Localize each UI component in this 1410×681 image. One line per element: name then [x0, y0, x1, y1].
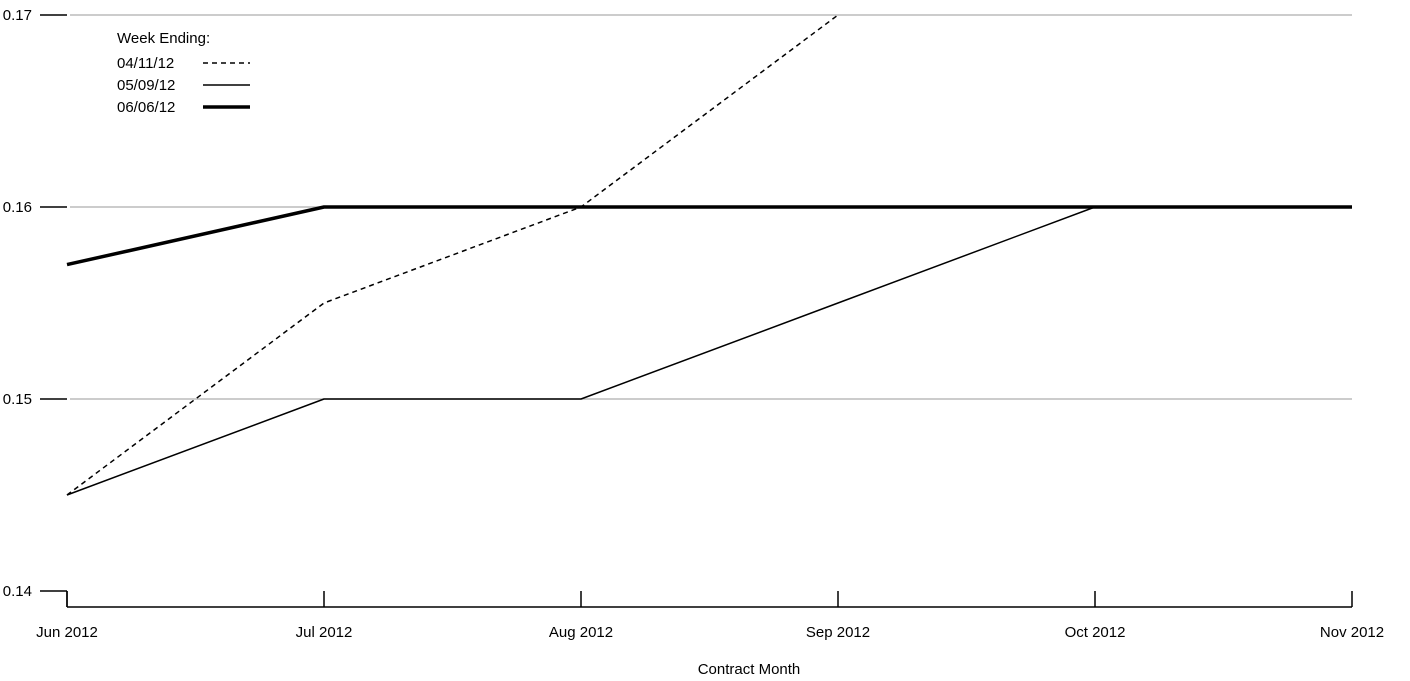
x-tick-label: Nov 2012	[1320, 624, 1384, 641]
x-tick-label: Sep 2012	[806, 624, 870, 641]
legend: Week Ending: 04/11/12 05/09/12 06/06/12	[117, 30, 250, 116]
y-tick-label: 0.17	[3, 7, 32, 24]
series-line-04-11-12	[66, 15, 839, 496]
x-tick-label: Aug 2012	[549, 624, 613, 641]
y-tick-label: 0.16	[3, 199, 32, 216]
series-lines	[66, 15, 1352, 496]
x-axis-title: Contract Month	[698, 661, 801, 678]
axes: 0.14 0.15 0.16 0.17 Jun 2012 Jul 2012 Aug 2012…	[3, 7, 1384, 641]
x-tick-label: Oct 2012	[1065, 624, 1126, 641]
series-line-05-09-12	[66, 206, 1352, 496]
x-tick-label: Jun 2012	[36, 624, 98, 641]
y-tick-label: 0.15	[3, 391, 32, 408]
legend-item-label: 06/06/12	[117, 99, 175, 116]
y-tick-label: 0.14	[3, 583, 32, 600]
legend-title: Week Ending:	[117, 30, 210, 47]
legend-item-label: 04/11/12	[117, 55, 174, 72]
x-tick-label: Jul 2012	[296, 624, 353, 641]
series-line-06-06-12	[66, 205, 1352, 267]
legend-item-label: 05/09/12	[117, 77, 175, 94]
